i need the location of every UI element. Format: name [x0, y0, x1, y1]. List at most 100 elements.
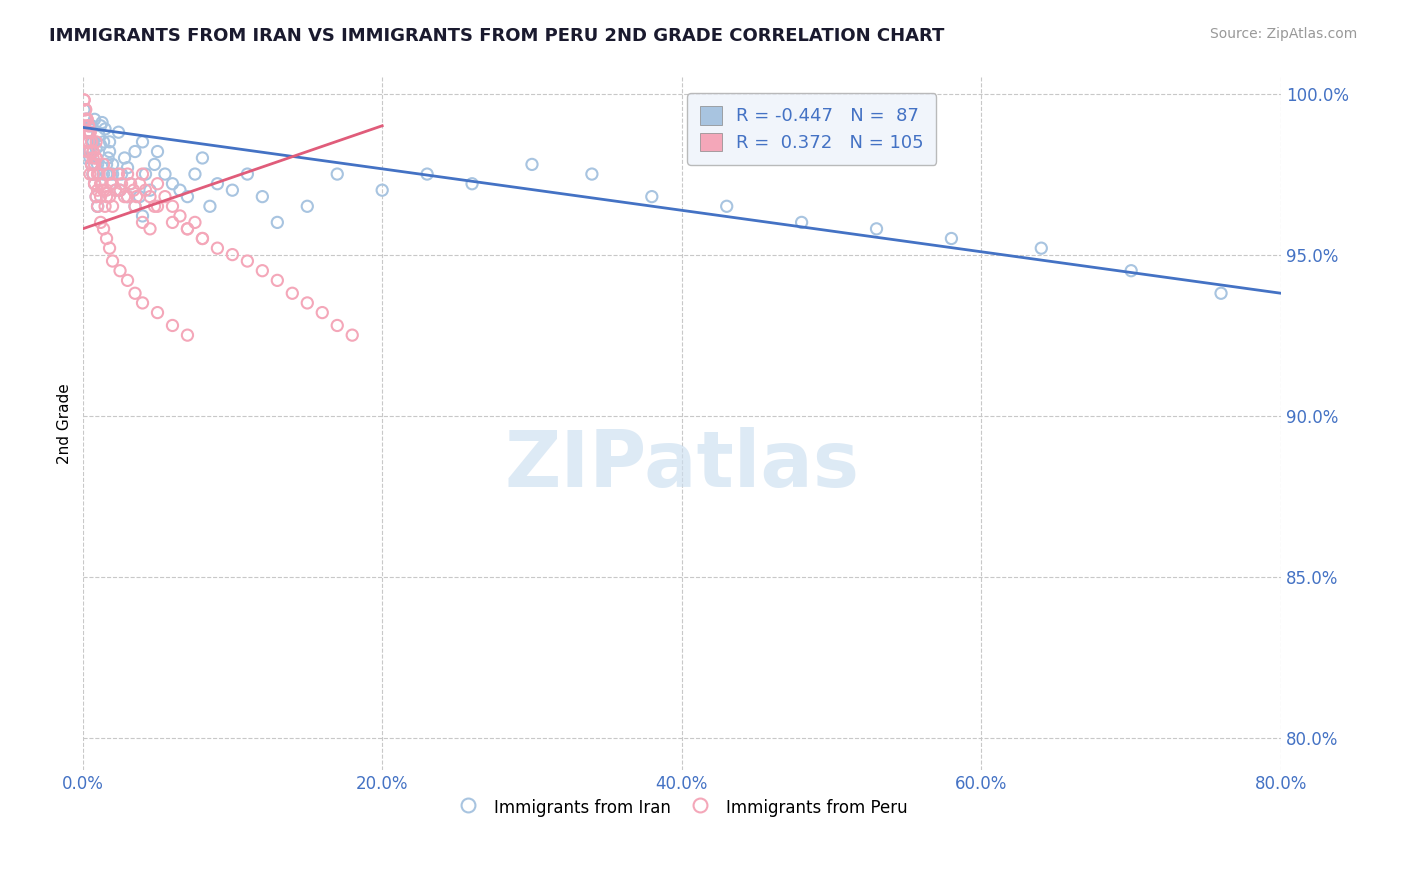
- Point: [73, 103, 96, 117]
- Point: [865, 222, 887, 236]
- Point: [110, 167, 132, 181]
- Point: [139, 222, 162, 236]
- Point: [117, 189, 139, 203]
- Point: [75, 112, 97, 127]
- Point: [76, 135, 98, 149]
- Point: [108, 183, 131, 197]
- Point: [176, 328, 198, 343]
- Point: [221, 183, 243, 197]
- Point: [77, 135, 100, 149]
- Point: [90, 215, 112, 229]
- Point: [134, 167, 156, 181]
- Point: [77, 125, 100, 139]
- Point: [153, 167, 176, 181]
- Point: [124, 199, 146, 213]
- Point: [371, 183, 394, 197]
- Point: [93, 222, 115, 236]
- Point: [83, 177, 105, 191]
- Point: [122, 183, 145, 197]
- Point: [73, 93, 96, 107]
- Point: [1209, 286, 1232, 301]
- Point: [96, 183, 118, 197]
- Point: [82, 145, 104, 159]
- Point: [76, 145, 98, 159]
- Point: [96, 189, 118, 203]
- Point: [104, 183, 127, 197]
- Point: [83, 157, 105, 171]
- Point: [86, 157, 108, 171]
- Point: [80, 157, 103, 171]
- Point: [110, 177, 132, 191]
- Point: [114, 189, 136, 203]
- Point: [84, 135, 107, 149]
- Point: [98, 135, 121, 149]
- Point: [124, 145, 146, 159]
- Point: [90, 119, 112, 133]
- Point: [83, 157, 105, 171]
- Point: [120, 177, 142, 191]
- Point: [114, 151, 136, 165]
- Point: [98, 167, 121, 181]
- Point: [107, 125, 129, 139]
- Point: [87, 167, 110, 181]
- Point: [143, 157, 166, 171]
- Point: [101, 177, 124, 191]
- Point: [146, 177, 169, 191]
- Point: [77, 125, 100, 139]
- Point: [97, 167, 120, 181]
- Point: [91, 177, 114, 191]
- Point: [169, 183, 191, 197]
- Point: [75, 103, 97, 117]
- Point: [100, 177, 122, 191]
- Point: [581, 167, 603, 181]
- Point: [207, 177, 229, 191]
- Legend: Immigrants from Iran, Immigrants from Peru: Immigrants from Iran, Immigrants from Pe…: [449, 790, 914, 824]
- Point: [84, 141, 107, 155]
- Point: [82, 151, 104, 165]
- Point: [184, 215, 207, 229]
- Point: [1121, 263, 1143, 277]
- Point: [107, 167, 129, 181]
- Point: [93, 167, 115, 181]
- Point: [80, 157, 103, 171]
- Point: [124, 199, 146, 213]
- Point: [153, 189, 176, 203]
- Point: [128, 189, 150, 203]
- Point: [76, 125, 98, 139]
- Point: [297, 199, 319, 213]
- Point: [75, 151, 97, 165]
- Point: [162, 177, 184, 191]
- Point: [84, 151, 107, 165]
- Point: [90, 138, 112, 153]
- Point: [1031, 241, 1053, 255]
- Point: [146, 145, 169, 159]
- Point: [162, 215, 184, 229]
- Point: [117, 273, 139, 287]
- Point: [139, 189, 162, 203]
- Point: [101, 199, 124, 213]
- Point: [101, 157, 124, 171]
- Point: [83, 177, 105, 191]
- Point: [79, 167, 101, 181]
- Point: [131, 215, 153, 229]
- Point: [416, 167, 439, 181]
- Point: [86, 183, 108, 197]
- Point: [79, 145, 101, 159]
- Point: [191, 231, 214, 245]
- Point: [326, 167, 349, 181]
- Point: [96, 167, 118, 181]
- Y-axis label: 2nd Grade: 2nd Grade: [58, 384, 72, 464]
- Point: [93, 135, 115, 149]
- Point: [252, 263, 274, 277]
- Point: [131, 209, 153, 223]
- Point: [80, 135, 103, 149]
- Point: [131, 167, 153, 181]
- Point: [169, 209, 191, 223]
- Point: [131, 296, 153, 310]
- Point: [98, 241, 121, 255]
- Point: [96, 231, 118, 245]
- Text: Source: ZipAtlas.com: Source: ZipAtlas.com: [1209, 27, 1357, 41]
- Point: [96, 157, 118, 171]
- Point: [266, 215, 288, 229]
- Point: [297, 296, 319, 310]
